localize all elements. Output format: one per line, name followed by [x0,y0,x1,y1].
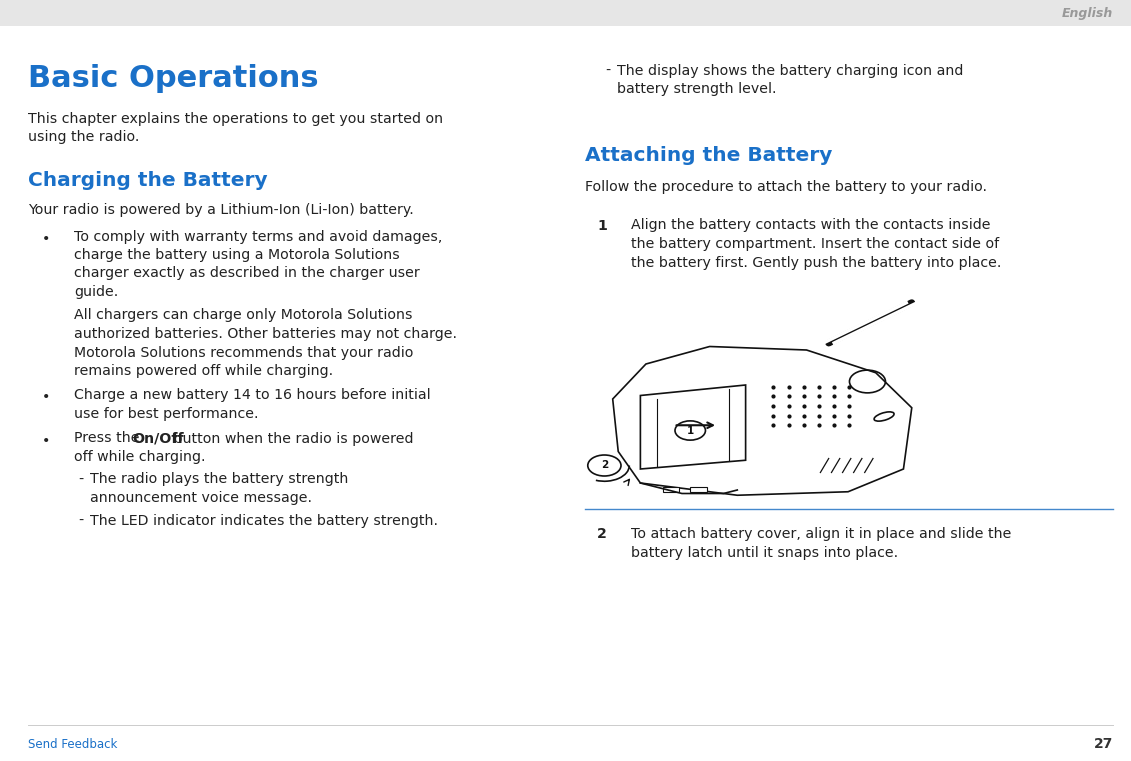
Text: guide.: guide. [74,285,119,299]
Text: •: • [42,390,50,405]
Text: Basic Operations: Basic Operations [28,64,319,93]
Text: Align the battery contacts with the contacts inside: Align the battery contacts with the cont… [631,218,991,233]
Text: off while charging.: off while charging. [74,450,206,464]
Text: The radio plays the battery strength: The radio plays the battery strength [90,473,348,486]
Text: charger exactly as described in the charger user: charger exactly as described in the char… [74,266,420,281]
Text: 2: 2 [597,527,607,541]
Polygon shape [640,385,745,469]
Text: Motorola Solutions recommends that your radio: Motorola Solutions recommends that your … [74,345,413,359]
Text: 1: 1 [597,218,607,233]
Text: Attaching the Battery: Attaching the Battery [585,146,832,165]
Text: the battery first. Gently push the battery into place.: the battery first. Gently push the batte… [631,256,1001,269]
Text: Charge a new battery 14 to 16 hours before initial: Charge a new battery 14 to 16 hours befo… [74,389,431,403]
Text: The LED indicator indicates the battery strength.: The LED indicator indicates the battery … [90,514,438,527]
Bar [663,487,679,492]
Text: -: - [605,64,611,78]
Text: Follow the procedure to attach the battery to your radio.: Follow the procedure to attach the batte… [585,180,987,194]
Text: All chargers can charge only Motorola Solutions: All chargers can charge only Motorola So… [74,308,413,323]
Text: To comply with warranty terms and avoid damages,: To comply with warranty terms and avoid … [74,230,442,244]
Text: charge the battery using a Motorola Solutions: charge the battery using a Motorola Solu… [74,248,399,262]
Text: 1: 1 [687,425,693,435]
Text: button when the radio is powered: button when the radio is powered [170,431,414,445]
Text: English: English [1062,7,1113,20]
Text: announcement voice message.: announcement voice message. [90,491,312,505]
Text: -: - [78,514,84,527]
Text: •: • [42,434,50,447]
Text: Press the: Press the [74,431,144,445]
Text: Your radio is powered by a Lithium-Ion (Li-Ion) battery.: Your radio is powered by a Lithium-Ion (… [28,203,414,217]
Text: battery latch until it snaps into place.: battery latch until it snaps into place. [631,546,898,559]
Text: the battery compartment. Insert the contact side of: the battery compartment. Insert the cont… [631,237,999,251]
Text: -: - [78,473,84,486]
Text: Charging the Battery: Charging the Battery [28,171,268,190]
Circle shape [675,421,706,440]
Text: authorized batteries. Other batteries may not charge.: authorized batteries. Other batteries ma… [74,327,457,341]
Text: To attach battery cover, align it in place and slide the: To attach battery cover, align it in pla… [631,527,1011,541]
Text: 27: 27 [1094,737,1113,751]
Text: On/Off: On/Off [132,431,184,445]
Circle shape [588,455,621,476]
Text: 2: 2 [601,460,608,470]
Text: battery strength level.: battery strength level. [618,82,777,97]
Text: using the radio.: using the radio. [28,130,139,145]
Bar [690,487,707,492]
Text: This chapter explains the operations to get you started on: This chapter explains the operations to … [28,112,443,126]
Text: The display shows the battery charging icon and: The display shows the battery charging i… [618,64,964,78]
Text: remains powered off while charging.: remains powered off while charging. [74,364,334,378]
Text: use for best performance.: use for best performance. [74,407,259,421]
Bar [0,0,1131,26]
Text: •: • [42,231,50,246]
Text: Send Feedback: Send Feedback [28,738,118,751]
